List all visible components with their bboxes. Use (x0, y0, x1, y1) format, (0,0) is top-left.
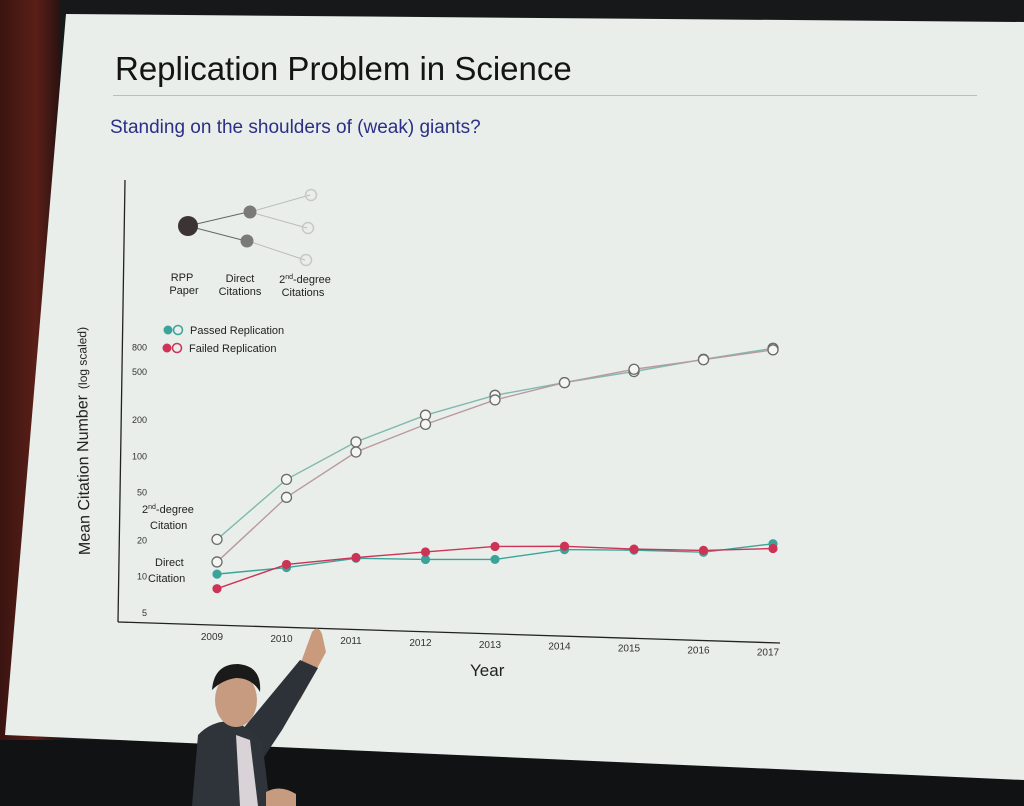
slide-title: Replication Problem in Science (115, 50, 572, 87)
y-axis-title-note: (log scaled) (75, 327, 90, 389)
presenter-shirt (236, 735, 258, 806)
x-tick-label: 2012 (409, 638, 432, 649)
legend-label-passed: Passed Replication (190, 325, 284, 337)
x-tick-label: 2016 (687, 646, 710, 657)
legend-item-failed: Failed Replication (162, 342, 276, 355)
y-tick-label: 20 (137, 535, 147, 545)
data-point (698, 545, 709, 555)
x-tick-label: 2009 (201, 632, 224, 643)
data-point (767, 344, 779, 356)
data-point (490, 541, 500, 552)
y-axis (117, 179, 126, 623)
data-point (558, 376, 571, 389)
annotation-second-degree-num: 2 (142, 504, 148, 516)
annotation-second-degree-rest: -degree (156, 504, 194, 516)
data-point (559, 541, 570, 551)
data-point (420, 554, 431, 565)
x-axis (117, 621, 781, 644)
presenter-face (215, 673, 257, 727)
y-axis-title: Mean Citation Number (log scaled) (73, 327, 94, 555)
data-point (419, 418, 432, 430)
presenter-other-hand (266, 788, 296, 806)
y-ticks: 5 10 20 50 100 200 500 800 (132, 343, 147, 618)
label-second-degree: 2nd-degree (279, 274, 331, 286)
data-point (490, 554, 500, 565)
annotation-second-degree-line2: Citation (150, 520, 187, 532)
annotation-second-degree: 2nd-degree (142, 504, 194, 516)
data-point (351, 552, 361, 563)
label-second-degree-citations: Citations (282, 287, 325, 299)
x-tick-label: 2011 (340, 636, 362, 647)
legend-swatch-filled (162, 343, 172, 353)
direct-citation-node-1 (243, 205, 257, 219)
y-tick-label: 500 (132, 367, 147, 377)
annotation-second-degree-sup: nd (148, 504, 156, 511)
y-axis-title-main: Mean Citation Number (74, 394, 94, 555)
diagram-edge-3 (249, 194, 311, 213)
title-divider (113, 95, 977, 96)
y-tick-label: 10 (137, 572, 147, 582)
y-axis-title-group: Mean Citation Number (log scaled) (73, 327, 94, 555)
direct-citation-node-2 (240, 234, 254, 248)
data-point (212, 569, 222, 579)
x-tick-label: 2017 (757, 648, 780, 659)
data-point (629, 544, 639, 554)
label-rpp: RPP (171, 272, 194, 284)
data-point (350, 446, 362, 458)
y-tick-label: 50 (137, 488, 147, 498)
y-tick-label: 100 (132, 451, 147, 461)
data-point (211, 556, 223, 568)
data-point (768, 543, 778, 554)
label-second-degree-rest: -degree (293, 274, 331, 286)
data-point (420, 547, 431, 557)
label-paper: Paper (169, 285, 199, 297)
second-degree-node-3 (299, 253, 313, 267)
label-direct: Direct (226, 273, 255, 285)
second-degree-node-1 (304, 188, 318, 202)
y-tick-label: 200 (132, 415, 147, 425)
x-tick-label: 2013 (479, 640, 502, 651)
legend-item-passed: Passed Replication (163, 324, 284, 337)
data-point (697, 354, 710, 366)
slide-subtitle: Standing on the shoulders of (weak) gian… (110, 117, 481, 138)
citation-diagram: RPP Paper Direct Citations 2nd-degree Ci… (169, 188, 331, 299)
x-tick-label: 2010 (270, 634, 293, 645)
diagram-edge-1 (187, 211, 249, 227)
legend-swatch-hollow (172, 324, 184, 336)
legend-label-failed: Failed Replication (189, 343, 276, 355)
y-tick-label: 5 (142, 608, 147, 618)
legend: Passed Replication Failed Replication (162, 324, 284, 355)
legend-swatch-hollow (171, 342, 183, 354)
presenter-hair (212, 664, 261, 692)
annotation-direct-line2: Citation (148, 573, 185, 585)
x-tick-label: 2015 (618, 644, 641, 655)
series-points (211, 342, 779, 594)
rpp-paper-node (178, 216, 198, 236)
data-point (280, 491, 293, 503)
label-second-degree-sup: nd (285, 274, 293, 281)
data-point (628, 363, 640, 375)
y-tick-label: 800 (132, 343, 147, 353)
x-ticks: 2009 2010 2011 2012 2013 2014 2015 2016 2017 (201, 632, 780, 659)
data-point (212, 584, 222, 594)
label-second-degree-num: 2 (279, 274, 285, 286)
label-direct-citations: Citations (219, 286, 262, 298)
annotation-direct-line1: Direct (155, 557, 184, 569)
data-point (280, 473, 293, 486)
data-point (489, 394, 501, 406)
data-point (211, 533, 223, 546)
x-tick-label: 2014 (548, 642, 571, 653)
legend-swatch-filled (163, 325, 173, 335)
data-point (281, 559, 292, 570)
diagram-edge-4 (249, 211, 308, 229)
second-degree-node-2 (301, 221, 315, 235)
x-axis-title: Year (470, 661, 505, 680)
diagram-edge-5 (247, 240, 306, 261)
